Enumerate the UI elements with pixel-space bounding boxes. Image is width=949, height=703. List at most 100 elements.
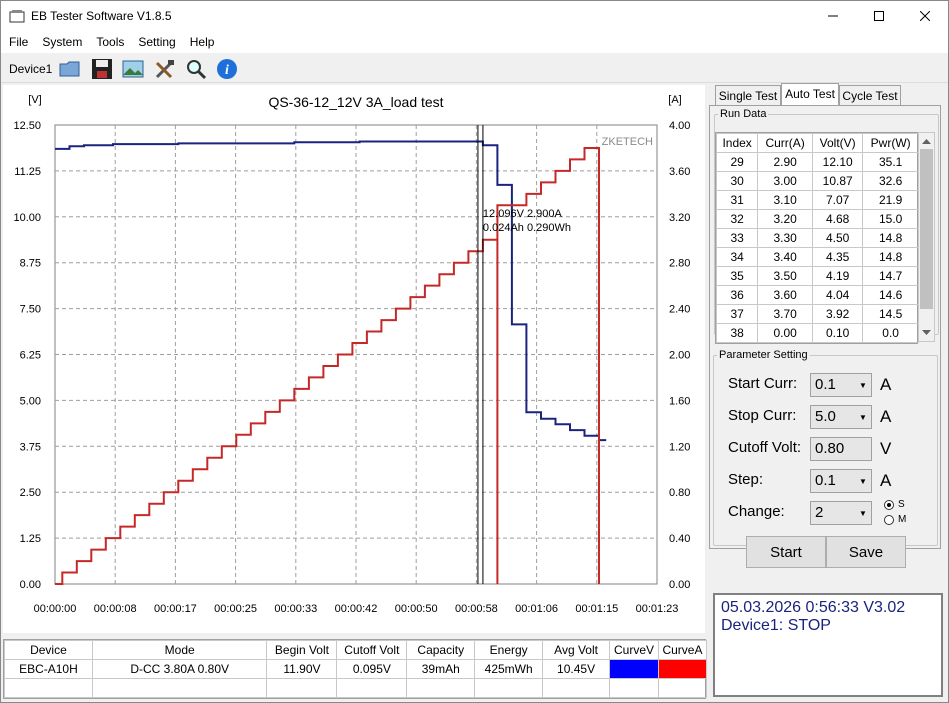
chevron-down-icon: ▼ — [859, 508, 867, 518]
menu-help[interactable]: Help — [189, 35, 215, 49]
scroll-down-icon[interactable] — [919, 327, 934, 339]
cell-begin-volt: 11.90V — [266, 659, 338, 679]
toolbar: Device1 i — [1, 53, 948, 83]
app-icon — [9, 10, 25, 23]
cell-pwr: 14.8 — [862, 228, 919, 248]
export-image-button[interactable] — [120, 56, 145, 81]
col-curve-v: CurveV — [609, 640, 659, 660]
about-button[interactable]: i — [214, 56, 239, 81]
col-avg-volt: Avg Volt — [542, 640, 611, 660]
x-tick-label: 00:00:00 — [34, 603, 77, 615]
save-params-button[interactable]: Save — [826, 536, 906, 568]
cell-pwr: 14.5 — [862, 304, 919, 324]
col-begin-volt: Begin Volt — [266, 640, 338, 660]
status-device-state: Device1: STOP — [721, 617, 831, 634]
curve-a-color-swatch[interactable] — [657, 659, 708, 679]
stop-curr-unit: A — [880, 407, 892, 426]
scroll-up-icon[interactable] — [919, 135, 934, 147]
chart-title: QS-36-12_12V 3A_load test — [268, 94, 443, 110]
tab-auto-test[interactable]: Auto Test — [781, 83, 839, 106]
run-data-row[interactable]: 31 3.10 7.07 21.9 — [715, 190, 919, 210]
menu-file[interactable]: File — [9, 35, 29, 49]
cell-cutoff-volt: 0.095V — [336, 659, 408, 679]
menu-setting[interactable]: Setting — [138, 35, 176, 49]
menu-tools[interactable]: Tools — [96, 35, 125, 49]
radio-s[interactable]: S — [884, 499, 905, 510]
watermark: ZKETECH — [602, 136, 653, 148]
col-index: Index — [715, 133, 759, 153]
minimize-button[interactable] — [810, 1, 856, 31]
run-data-row[interactable]: 32 3.20 4.68 15.0 — [715, 209, 919, 229]
cell-index: 31 — [715, 190, 759, 210]
menu-system[interactable]: System — [42, 35, 83, 49]
voltage-series-line — [55, 140, 607, 442]
run-data-row[interactable]: 36 3.60 4.04 14.6 — [715, 285, 919, 305]
cursor-readout: 12.096V 2.900A — [483, 208, 563, 220]
cell-volt: 4.68 — [812, 209, 864, 229]
run-data-row[interactable]: 34 3.40 4.35 14.8 — [715, 247, 919, 267]
cell-volt: 4.35 — [812, 247, 864, 267]
y-left-unit: [V] — [28, 94, 41, 106]
start-button[interactable]: Start — [746, 536, 826, 568]
maximize-button[interactable] — [856, 1, 902, 31]
col-volt: Volt(V) — [812, 133, 864, 153]
cell-pwr: 14.6 — [862, 285, 919, 305]
run-data-row[interactable]: 29 2.90 12.10 35.1 — [715, 152, 919, 172]
y-left-tick-label: 7.50 — [20, 304, 41, 316]
cutoff-volt-input[interactable]: 0.80 — [810, 437, 872, 461]
stop-curr-select[interactable]: 5.0 ▼ — [810, 405, 872, 429]
col-pwr: Pwr(W) — [862, 133, 919, 153]
zoom-button[interactable] — [183, 56, 208, 81]
run-data-row[interactable]: 38 0.00 0.10 0.0 — [715, 323, 919, 343]
save-button[interactable] — [89, 56, 114, 81]
y-left-tick-label: 0.00 — [20, 579, 41, 591]
status-datetime: 05.03.2026 0:56:33 V3.02 — [721, 599, 906, 616]
run-data-row[interactable]: 35 3.50 4.19 14.7 — [715, 266, 919, 286]
step-select[interactable]: 0.1 ▼ — [810, 469, 872, 493]
run-data-header-row: Index Curr(A) Volt(V) Pwr(W) — [715, 133, 919, 153]
run-data-group: Run Data Index Curr(A) Volt(V) Pwr(W) 29… — [714, 108, 939, 344]
run-data-scrollbar[interactable] — [918, 132, 935, 342]
x-tick-label: 00:00:50 — [395, 603, 438, 615]
y-right-tick-label: 0.40 — [669, 533, 690, 545]
change-select[interactable]: 2 ▼ — [810, 501, 872, 525]
run-data-row[interactable]: 37 3.70 3.92 14.5 — [715, 304, 919, 324]
y-left-tick-label: 6.25 — [20, 350, 41, 362]
run-data-row[interactable]: 33 3.30 4.50 14.8 — [715, 228, 919, 248]
tools-button[interactable] — [152, 56, 177, 81]
info-icon: i — [216, 58, 237, 79]
col-device: Device — [4, 640, 93, 660]
y-right-tick-label: 0.00 — [669, 579, 690, 591]
x-tick-label: 00:00:08 — [94, 603, 137, 615]
run-data-row[interactable]: 30 3.00 10.87 32.6 — [715, 171, 919, 191]
scroll-thumb[interactable] — [920, 149, 933, 309]
run-data-table: Index Curr(A) Volt(V) Pwr(W) 29 2.90 12.10… — [715, 132, 919, 344]
y-left-tick-label: 12.50 — [13, 120, 41, 132]
tab-cycle-test[interactable]: Cycle Test — [839, 85, 901, 106]
cell-index: 33 — [715, 228, 759, 248]
open-button[interactable] — [57, 56, 82, 81]
change-label: Change: — [728, 503, 785, 520]
start-curr-select[interactable]: 0.1 ▼ — [810, 373, 872, 397]
y-left-tick-label: 8.75 — [20, 258, 41, 270]
close-button[interactable] — [902, 1, 948, 31]
cell-pwr: 0.0 — [862, 323, 919, 343]
cell-curr: 3.40 — [757, 247, 814, 267]
cell-mode: D-CC 3.80A 0.80V — [91, 659, 268, 679]
cell-curr: 0.00 — [757, 323, 814, 343]
cell-curr: 3.30 — [757, 228, 814, 248]
results-empty-row — [4, 678, 708, 698]
close-icon — [920, 11, 930, 21]
cell-volt: 0.10 — [812, 323, 864, 343]
cell-capacity: 39mAh — [406, 659, 476, 679]
results-row[interactable]: EBC-A10H D-CC 3.80A 0.80V 11.90V 0.095V … — [4, 659, 708, 679]
tab-single-test[interactable]: Single Test — [715, 85, 781, 106]
device-selector[interactable]: Device1 — [9, 62, 53, 76]
stop-curr-value: 5.0 — [815, 408, 836, 425]
radio-m[interactable]: M — [884, 514, 906, 525]
cell-device: EBC-A10H — [4, 659, 93, 679]
cell-volt: 12.10 — [812, 152, 864, 172]
curve-v-color-swatch[interactable] — [609, 659, 659, 679]
step-unit: A — [880, 471, 892, 490]
voltage-current-chart[interactable]: 12.50 4.00 11.25 3.60 10.00 3.20 8.75 2.80 7.50 2… — [3, 85, 705, 633]
